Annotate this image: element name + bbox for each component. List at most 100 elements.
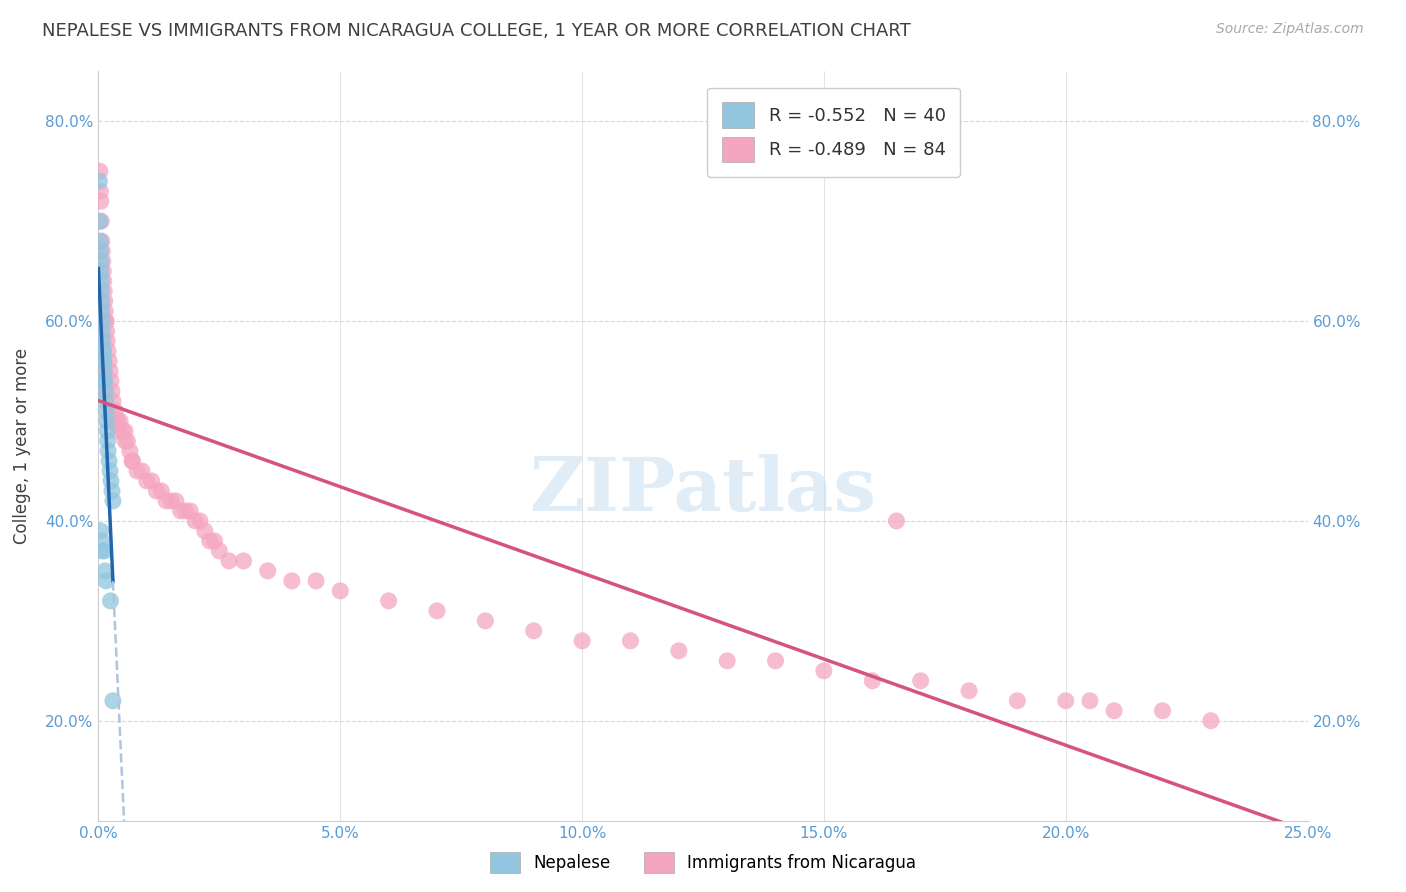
Point bbox=[97, 434, 120, 448]
Point bbox=[135, 474, 157, 488]
Point bbox=[96, 334, 118, 348]
Point bbox=[91, 344, 114, 359]
Point bbox=[96, 424, 118, 438]
Point bbox=[90, 524, 112, 538]
Point bbox=[179, 504, 201, 518]
Point bbox=[165, 494, 187, 508]
Point bbox=[860, 673, 883, 688]
Point bbox=[1007, 694, 1029, 708]
Legend: Nepalese, Immigrants from Nicaragua: Nepalese, Immigrants from Nicaragua bbox=[484, 846, 922, 880]
Text: NEPALESE VS IMMIGRANTS FROM NICARAGUA COLLEGE, 1 YEAR OR MORE CORRELATION CHART: NEPALESE VS IMMIGRANTS FROM NICARAGUA CO… bbox=[42, 22, 911, 40]
Point bbox=[94, 564, 117, 578]
Point bbox=[1152, 704, 1174, 718]
Point bbox=[108, 414, 131, 428]
Point bbox=[160, 494, 183, 508]
Point bbox=[93, 294, 115, 309]
Point bbox=[91, 314, 114, 328]
Point bbox=[89, 214, 111, 228]
Point bbox=[571, 633, 593, 648]
Point bbox=[94, 384, 117, 398]
Point bbox=[91, 244, 114, 259]
Point bbox=[114, 424, 136, 438]
Text: Source: ZipAtlas.com: Source: ZipAtlas.com bbox=[1216, 22, 1364, 37]
Point bbox=[90, 254, 112, 268]
Point bbox=[96, 414, 118, 428]
Point bbox=[813, 664, 835, 678]
Point bbox=[104, 404, 127, 418]
Point bbox=[93, 364, 115, 378]
Point bbox=[188, 514, 211, 528]
Point bbox=[118, 444, 141, 458]
Point bbox=[198, 533, 221, 548]
Point bbox=[194, 524, 217, 538]
Point bbox=[94, 314, 117, 328]
Point bbox=[101, 483, 124, 498]
Point bbox=[107, 414, 129, 428]
Point bbox=[93, 284, 115, 298]
Point bbox=[184, 514, 207, 528]
Point bbox=[107, 424, 129, 438]
Point bbox=[91, 364, 114, 378]
Point bbox=[93, 374, 115, 388]
Point bbox=[1078, 694, 1101, 708]
Point bbox=[100, 374, 122, 388]
Point bbox=[90, 274, 112, 288]
Point bbox=[90, 214, 112, 228]
Point bbox=[93, 354, 115, 368]
Point bbox=[150, 483, 173, 498]
Point bbox=[91, 264, 114, 278]
Point bbox=[111, 424, 134, 438]
Point bbox=[98, 364, 121, 378]
Point bbox=[155, 494, 177, 508]
Point bbox=[93, 274, 115, 288]
Point bbox=[141, 474, 163, 488]
Point bbox=[98, 464, 121, 478]
Point bbox=[281, 574, 304, 588]
Point bbox=[90, 533, 112, 548]
Point bbox=[256, 564, 278, 578]
Point bbox=[89, 174, 111, 188]
Point bbox=[426, 604, 449, 618]
Point bbox=[716, 654, 738, 668]
Point bbox=[886, 514, 908, 528]
Point bbox=[89, 164, 111, 178]
Point bbox=[89, 234, 111, 248]
Point bbox=[121, 454, 143, 468]
Point bbox=[100, 474, 122, 488]
Y-axis label: College, 1 year or more: College, 1 year or more bbox=[13, 348, 31, 544]
Point bbox=[377, 594, 399, 608]
Point bbox=[117, 434, 139, 448]
Point bbox=[101, 414, 124, 428]
Point bbox=[101, 494, 124, 508]
Point bbox=[91, 324, 114, 338]
Point bbox=[93, 354, 115, 368]
Point bbox=[101, 694, 124, 708]
Point bbox=[1199, 714, 1222, 728]
Point bbox=[90, 304, 112, 318]
Point bbox=[93, 374, 115, 388]
Point bbox=[329, 583, 352, 598]
Point bbox=[910, 673, 932, 688]
Point bbox=[619, 633, 641, 648]
Point bbox=[97, 344, 120, 359]
Point bbox=[96, 574, 118, 588]
Point bbox=[98, 454, 121, 468]
Point bbox=[145, 483, 167, 498]
Point bbox=[96, 404, 118, 418]
Point bbox=[127, 464, 149, 478]
Point bbox=[208, 544, 231, 558]
Point bbox=[93, 544, 115, 558]
Point bbox=[90, 284, 112, 298]
Legend: R = -0.552   N = 40, R = -0.489   N = 84: R = -0.552 N = 40, R = -0.489 N = 84 bbox=[707, 88, 960, 177]
Text: ZIPatlas: ZIPatlas bbox=[530, 454, 876, 527]
Point bbox=[89, 244, 111, 259]
Point bbox=[91, 334, 114, 348]
Point bbox=[96, 324, 118, 338]
Point bbox=[90, 294, 112, 309]
Point bbox=[104, 414, 127, 428]
Point bbox=[90, 194, 112, 209]
Point bbox=[90, 264, 112, 278]
Point bbox=[91, 344, 114, 359]
Point bbox=[89, 184, 111, 198]
Point bbox=[96, 314, 118, 328]
